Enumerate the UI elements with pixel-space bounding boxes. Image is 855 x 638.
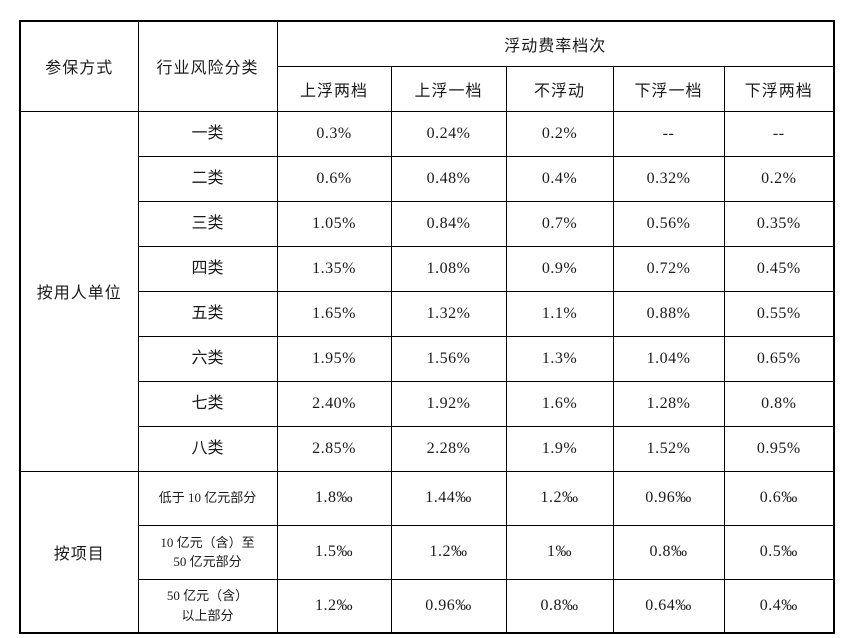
rate-cell: 0.48%: [390, 155, 507, 202]
rate-cell: 1.05%: [276, 200, 392, 247]
rate-cell: 1.56%: [390, 335, 507, 382]
table-row: 10 亿元（含）至 50 亿元部分 1.5‰ 1.2‰ 1‰ 0.8‰ 0.5‰: [20, 524, 835, 580]
tier-header-down-two: 下浮两档: [723, 65, 835, 112]
rate-cell: 0.45%: [723, 245, 835, 292]
rate-cell: 0.56%: [612, 200, 725, 247]
rate-cell: 0.9%: [505, 245, 614, 292]
table-row: 五类 1.65% 1.32% 1.1% 0.88% 0.55%: [20, 290, 835, 337]
rate-cell: 0.2%: [505, 110, 614, 157]
rate-cell: 1‰: [505, 524, 614, 580]
category-cell: 50 亿元（含） 以上部分: [137, 578, 278, 634]
rate-cell: --: [723, 110, 835, 157]
category-cell: 五类: [137, 290, 278, 337]
table-row: 三类 1.05% 0.84% 0.7% 0.56% 0.35%: [20, 200, 835, 247]
table-row: 二类 0.6% 0.48% 0.4% 0.32% 0.2%: [20, 155, 835, 202]
rate-cell: --: [612, 110, 725, 157]
rate-cell: 2.85%: [276, 425, 392, 472]
table-row: 六类 1.95% 1.56% 1.3% 1.04% 0.65%: [20, 335, 835, 382]
rate-cell: 1.2‰: [276, 578, 392, 634]
rate-cell: 0.35%: [723, 200, 835, 247]
rate-cell: 1.44‰: [390, 470, 507, 526]
rate-tier-group-header: 浮动费率档次: [276, 20, 835, 67]
category-cell: 二类: [137, 155, 278, 202]
rate-cell: 1.8‰: [276, 470, 392, 526]
table-row: 四类 1.35% 1.08% 0.9% 0.72% 0.45%: [20, 245, 835, 292]
table-row: 按项目 低于 10 亿元部分 1.8‰ 1.44‰ 1.2‰ 0.96‰ 0.6‰: [19, 470, 835, 634]
tier-header-down-one: 下浮一档: [612, 65, 725, 112]
tier-header-no-float: 不浮动: [505, 65, 614, 112]
rate-cell: 1.2‰: [390, 524, 507, 580]
rate-cell: 0.8‰: [612, 524, 725, 580]
category-cell: 八类: [137, 425, 278, 472]
table-row: 八类 2.85% 2.28% 1.9% 1.52% 0.95%: [20, 425, 835, 472]
rate-cell: 0.65%: [723, 335, 835, 382]
table-row: 七类 2.40% 1.92% 1.6% 1.28% 0.8%: [20, 380, 835, 427]
rate-cell: 0.72%: [612, 245, 725, 292]
rate-cell: 0.88%: [612, 290, 725, 337]
category-cell: 七类: [137, 380, 278, 427]
rate-cell: 0.6%: [276, 155, 392, 202]
rate-cell: 1.5‰: [276, 524, 392, 580]
rate-cell: 0.96‰: [390, 578, 507, 634]
rate-cell: 0.4%: [505, 155, 614, 202]
rate-cell: 1.1%: [505, 290, 614, 337]
rate-cell: 0.2%: [723, 155, 835, 202]
category-cell: 四类: [137, 245, 278, 292]
rate-cell: 1.65%: [276, 290, 392, 337]
rate-cell: 0.64‰: [612, 578, 725, 634]
rate-cell: 1.6%: [505, 380, 614, 427]
rate-cell: 0.55%: [723, 290, 835, 337]
rate-cell: 1.3%: [505, 335, 614, 382]
section-label: 按用人单位: [19, 110, 139, 472]
rate-cell: 2.28%: [390, 425, 507, 472]
rate-cell: 0.6‰: [723, 470, 835, 526]
rate-cell: 1.04%: [612, 335, 725, 382]
rate-cell: 0.8%: [723, 380, 835, 427]
rate-cell: 1.52%: [612, 425, 725, 472]
tier-header-up-two: 上浮两档: [276, 65, 392, 112]
rate-cell: 0.7%: [505, 200, 614, 247]
rate-cell: 0.8‰: [505, 578, 614, 634]
rate-cell: 0.5‰: [723, 524, 835, 580]
rate-cell: 0.24%: [390, 110, 507, 157]
rate-cell: 2.40%: [276, 380, 392, 427]
rate-cell: 0.95%: [723, 425, 835, 472]
rate-cell: 0.84%: [390, 200, 507, 247]
tier-header-up-one: 上浮一档: [390, 65, 507, 112]
category-cell: 10 亿元（含）至 50 亿元部分: [137, 524, 278, 580]
rate-cell: 1.95%: [276, 335, 392, 382]
table-body: 按用人单位 一类 0.3% 0.24% 0.2% -- -- 二类 0.6% 0.48% 0.4% 0…: [19, 110, 835, 634]
rate-cell: 1.92%: [390, 380, 507, 427]
table-header: 参保方式 行业风险分类 浮动费率档次 上浮两档 上浮一档 不浮动 下浮一档 下浮…: [19, 20, 835, 112]
rate-cell: 1.08%: [390, 245, 507, 292]
category-cell: 三类: [137, 200, 278, 247]
rate-cell: 0.32%: [612, 155, 725, 202]
header-row-tiers: 上浮两档 上浮一档 不浮动 下浮一档 下浮两档: [20, 65, 835, 112]
rate-cell: 0.4‰: [723, 578, 835, 634]
rate-cell: 1.2‰: [505, 470, 614, 526]
category-cell: 一类: [137, 110, 278, 157]
floating-rate-table: 参保方式 行业风险分类 浮动费率档次 上浮两档 上浮一档 不浮动 下浮一档 下浮…: [19, 20, 836, 634]
risk-class-header: 行业风险分类: [137, 20, 278, 112]
rate-cell: 1.35%: [276, 245, 392, 292]
rate-cell: 0.3%: [276, 110, 392, 157]
rate-cell: 1.32%: [390, 290, 507, 337]
category-cell: 低于 10 亿元部分: [137, 470, 278, 526]
rate-cell: 0.96‰: [612, 470, 725, 526]
enroll-type-header: 参保方式: [19, 20, 139, 112]
table-row: 按用人单位 一类 0.3% 0.24% 0.2% -- --: [19, 110, 835, 472]
category-cell: 六类: [137, 335, 278, 382]
rate-cell: 1.28%: [612, 380, 725, 427]
header-row-group: 参保方式 行业风险分类 浮动费率档次: [19, 20, 835, 112]
section-label: 按项目: [19, 470, 139, 634]
rate-cell: 1.9%: [505, 425, 614, 472]
table-row: 50 亿元（含） 以上部分 1.2‰ 0.96‰ 0.8‰ 0.64‰ 0.4‰: [20, 578, 835, 634]
